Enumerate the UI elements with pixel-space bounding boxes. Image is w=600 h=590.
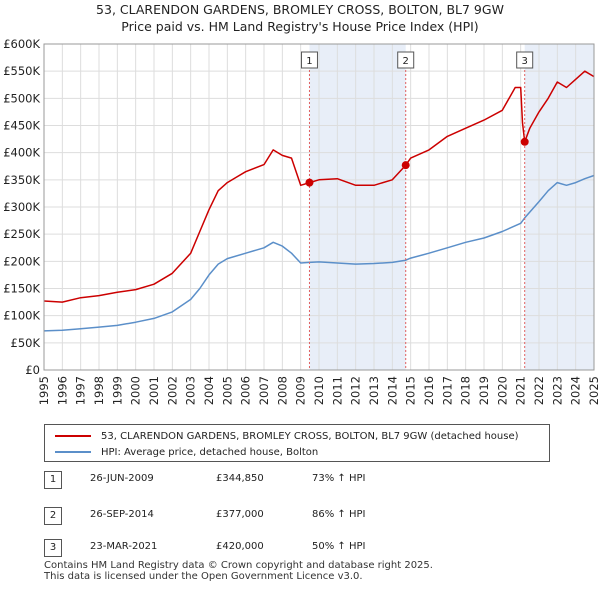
sale-marker-label: 1 [306,56,312,67]
sale-row: 2 26-SEP-2014 £377,000 86% ↑ HPI [44,506,544,526]
y-tick-label: £400K [3,146,40,160]
y-tick-label: £350K [3,173,40,187]
sale-hpi-change: 86% ↑ HPI [312,509,366,520]
x-tick-label: 2004 [202,376,216,405]
x-tick-label: 2019 [477,376,491,405]
sale-number-badge: 3 [44,539,62,557]
plot-border [43,43,595,371]
x-tick-label: 2020 [495,376,509,405]
sale-row: 1 26-JUN-2009 £344,850 73% ↑ HPI [44,470,544,490]
sale-price: £420,000 [216,541,264,552]
sale-point [520,137,529,146]
legend-item-hpi: HPI: Average price, detached house, Bolt… [55,444,318,460]
y-tick-label: £550K [3,64,40,78]
x-tick-label: 2001 [147,376,161,405]
y-tick-label: £0 [25,363,40,377]
x-tick-label: 2002 [165,376,179,405]
series-line-hpi [43,174,595,332]
sale-point [305,178,314,187]
legend-item-property: 53, CLARENDON GARDENS, BROMLEY CROSS, BO… [55,428,519,444]
price-chart: 53, CLARENDON GARDENS, BROMLEY CROSS, BO… [3,2,600,405]
legend-swatch-property [55,435,91,437]
footer-copyright: Contains HM Land Registry data © Crown c… [44,560,433,582]
sale-marker-box [300,51,318,69]
sale-number-badge: 2 [44,507,62,525]
y-tick-label: £500K [3,91,40,105]
sale-price: £344,850 [216,473,264,484]
x-tick-label: 2018 [459,376,473,405]
x-tick-label: 2005 [220,376,234,405]
sale-row: 3 23-MAR-2021 £420,000 50% ↑ HPI [44,538,544,558]
series-line-property [43,70,595,303]
footer-line-2: This data is licensed under the Open Gov… [44,571,363,582]
y-tick-label: £300K [3,200,40,214]
legend-swatch-hpi [55,451,91,453]
x-tick-label: 2017 [440,376,454,405]
y-tick-label: £250K [3,227,40,241]
chart-title: 53, CLARENDON GARDENS, BROMLEY CROSS, BO… [96,2,504,17]
x-tick-label: 1999 [110,376,124,405]
y-tick-label: £600K [3,37,40,51]
sale-price: £377,000 [216,509,264,520]
footer-line-1: Contains HM Land Registry data © Crown c… [44,560,433,571]
x-tick-label: 2010 [312,376,326,405]
x-tick-label: 2021 [514,376,528,405]
x-tick-label: 2014 [385,376,399,405]
sale-marker-label: 2 [403,56,409,67]
x-tick-label: 2009 [294,376,308,405]
y-tick-label: £50K [11,336,41,350]
x-tick-label: 2022 [532,376,546,405]
sale-point [401,161,410,170]
sale-date: 26-JUN-2009 [90,473,154,484]
sale-marker-box [516,51,534,69]
x-tick-label: 1995 [37,376,51,405]
x-tick-label: 2003 [184,376,198,405]
y-tick-label: £150K [3,282,40,296]
x-tick-label: 1997 [74,376,88,405]
x-tick-label: 2025 [587,376,600,405]
sale-date: 23-MAR-2021 [90,541,158,552]
y-tick-label: £200K [3,254,40,268]
x-tick-label: 2007 [257,376,271,405]
x-tick-label: 2023 [550,376,564,405]
sale-number-badge: 1 [44,471,62,489]
legend-label-property: 53, CLARENDON GARDENS, BROMLEY CROSS, BO… [101,430,519,442]
x-tick-label: 2006 [239,376,253,405]
sale-marker-box [397,51,415,69]
x-tick-label: 2016 [422,376,436,405]
y-tick-label: £100K [3,309,40,323]
sale-hpi-change: 73% ↑ HPI [312,473,366,484]
legend: 53, CLARENDON GARDENS, BROMLEY CROSS, BO… [44,424,550,462]
x-tick-label: 1996 [55,376,69,405]
sale-hpi-change: 50% ↑ HPI [312,541,366,552]
sale-date: 26-SEP-2014 [90,509,154,520]
chart-subtitle: Price paid vs. HM Land Registry's House … [121,19,478,34]
x-tick-label: 2024 [569,376,583,405]
x-tick-label: 2000 [129,376,143,405]
x-tick-label: 1998 [92,376,106,405]
x-tick-label: 2012 [349,376,363,405]
y-tick-label: £450K [3,119,40,133]
x-tick-label: 2008 [275,376,289,405]
x-tick-label: 2015 [404,376,418,405]
x-tick-label: 2013 [367,376,381,405]
x-tick-label: 2011 [330,376,344,405]
legend-label-hpi: HPI: Average price, detached house, Bolt… [101,446,319,458]
sale-marker-label: 3 [522,56,528,67]
